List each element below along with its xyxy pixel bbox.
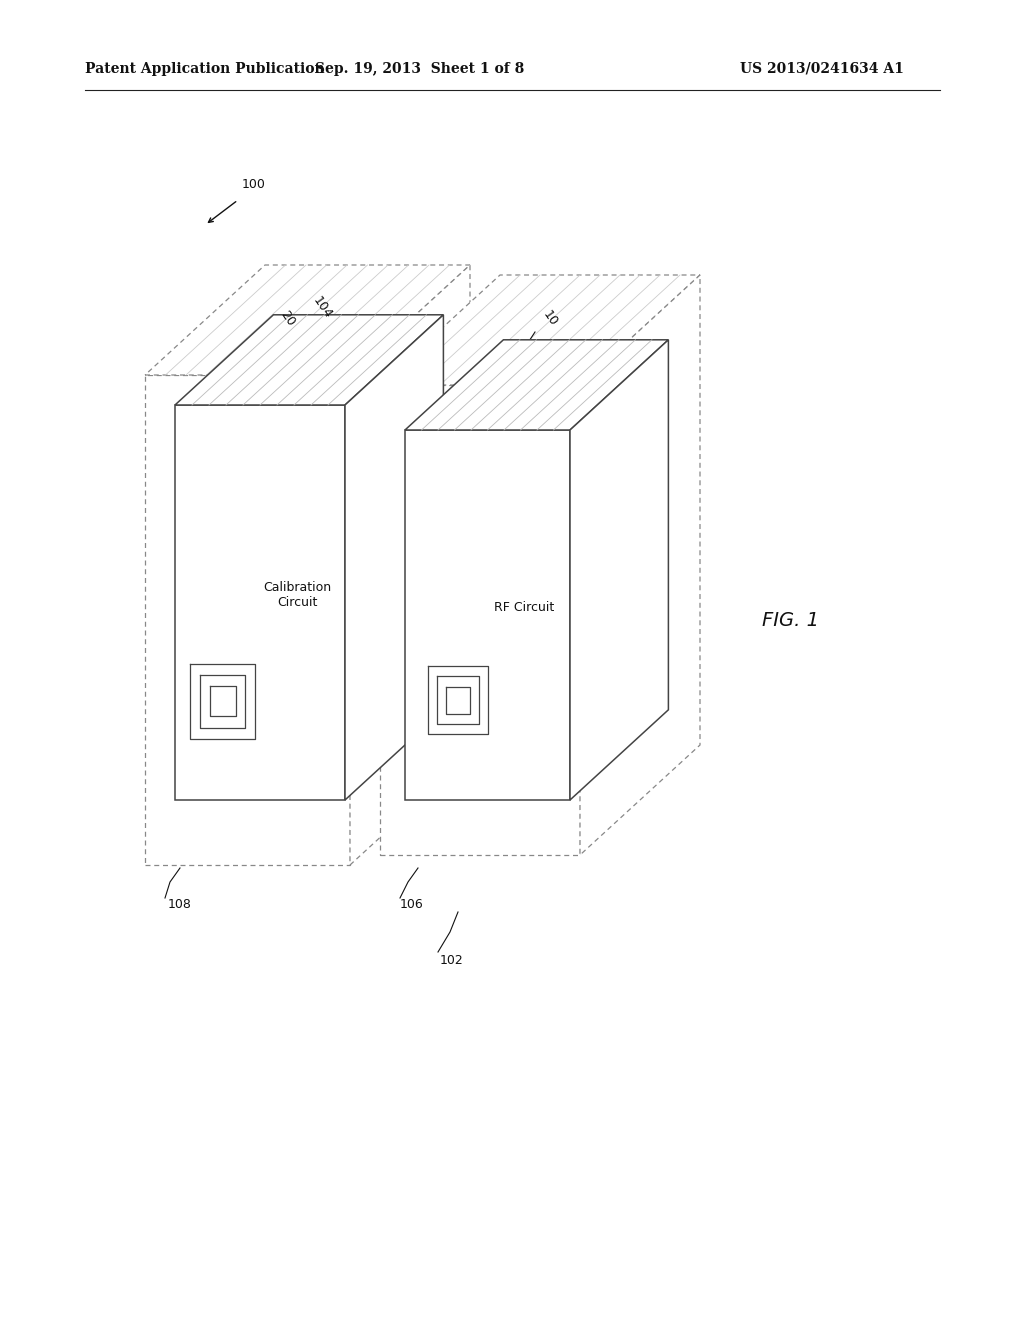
Polygon shape bbox=[175, 405, 345, 800]
Polygon shape bbox=[380, 275, 700, 385]
Polygon shape bbox=[345, 314, 443, 800]
Text: FIG. 1: FIG. 1 bbox=[762, 610, 818, 630]
Polygon shape bbox=[145, 375, 350, 865]
Polygon shape bbox=[580, 275, 700, 855]
Text: Calibration
Circuit: Calibration Circuit bbox=[263, 581, 332, 609]
Polygon shape bbox=[406, 339, 669, 430]
Text: 20: 20 bbox=[278, 308, 298, 329]
Text: Sep. 19, 2013  Sheet 1 of 8: Sep. 19, 2013 Sheet 1 of 8 bbox=[315, 62, 524, 77]
Text: 10: 10 bbox=[540, 308, 560, 329]
Text: 104: 104 bbox=[310, 294, 334, 322]
Polygon shape bbox=[145, 265, 470, 375]
Polygon shape bbox=[570, 339, 669, 800]
Text: 100: 100 bbox=[242, 178, 266, 191]
Text: 102: 102 bbox=[440, 953, 464, 966]
Text: Patent Application Publication: Patent Application Publication bbox=[85, 62, 325, 77]
Text: 108: 108 bbox=[168, 899, 191, 912]
Polygon shape bbox=[175, 314, 443, 405]
Text: US 2013/0241634 A1: US 2013/0241634 A1 bbox=[740, 62, 904, 77]
Polygon shape bbox=[380, 385, 580, 855]
Polygon shape bbox=[350, 265, 470, 865]
Polygon shape bbox=[406, 430, 570, 800]
Text: 106: 106 bbox=[400, 899, 424, 912]
Text: RF Circuit: RF Circuit bbox=[494, 601, 554, 614]
